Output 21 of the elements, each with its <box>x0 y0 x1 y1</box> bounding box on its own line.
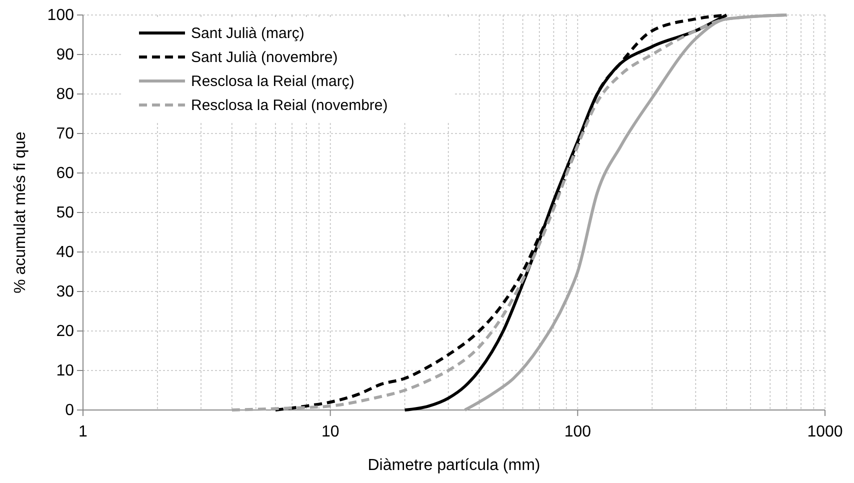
x-tick-label: 100 <box>564 424 592 441</box>
y-tick-label: 100 <box>47 7 74 24</box>
y-tick-label: 50 <box>56 204 74 222</box>
y-axis-title: % acumulat més fi que <box>12 131 29 294</box>
x-tick-label: 1000 <box>807 424 843 441</box>
y-tick-label: 30 <box>56 284 74 301</box>
y-tick-label: 90 <box>56 46 74 64</box>
legend-label: Sant Julià (novembre) <box>191 49 338 66</box>
x-axis-title: Diàmetre partícula (mm) <box>368 457 540 474</box>
y-tick-label: 20 <box>56 323 74 340</box>
y-tick-label: 10 <box>56 362 74 380</box>
legend-label: Resclosa la Reial (març) <box>191 73 354 90</box>
y-tick-label: 60 <box>56 165 74 182</box>
x-tick-label: 1 <box>78 424 88 441</box>
y-tick-label: 80 <box>56 86 74 104</box>
x-tick-label: 10 <box>321 424 340 441</box>
y-tick-label: 40 <box>56 244 74 262</box>
y-tick-label: 70 <box>56 126 74 143</box>
legend-label: Sant Julià (març) <box>191 25 304 42</box>
y-tick-label: 0 <box>65 402 74 420</box>
legend-label: Resclosa la Reial (novembre) <box>191 97 388 114</box>
